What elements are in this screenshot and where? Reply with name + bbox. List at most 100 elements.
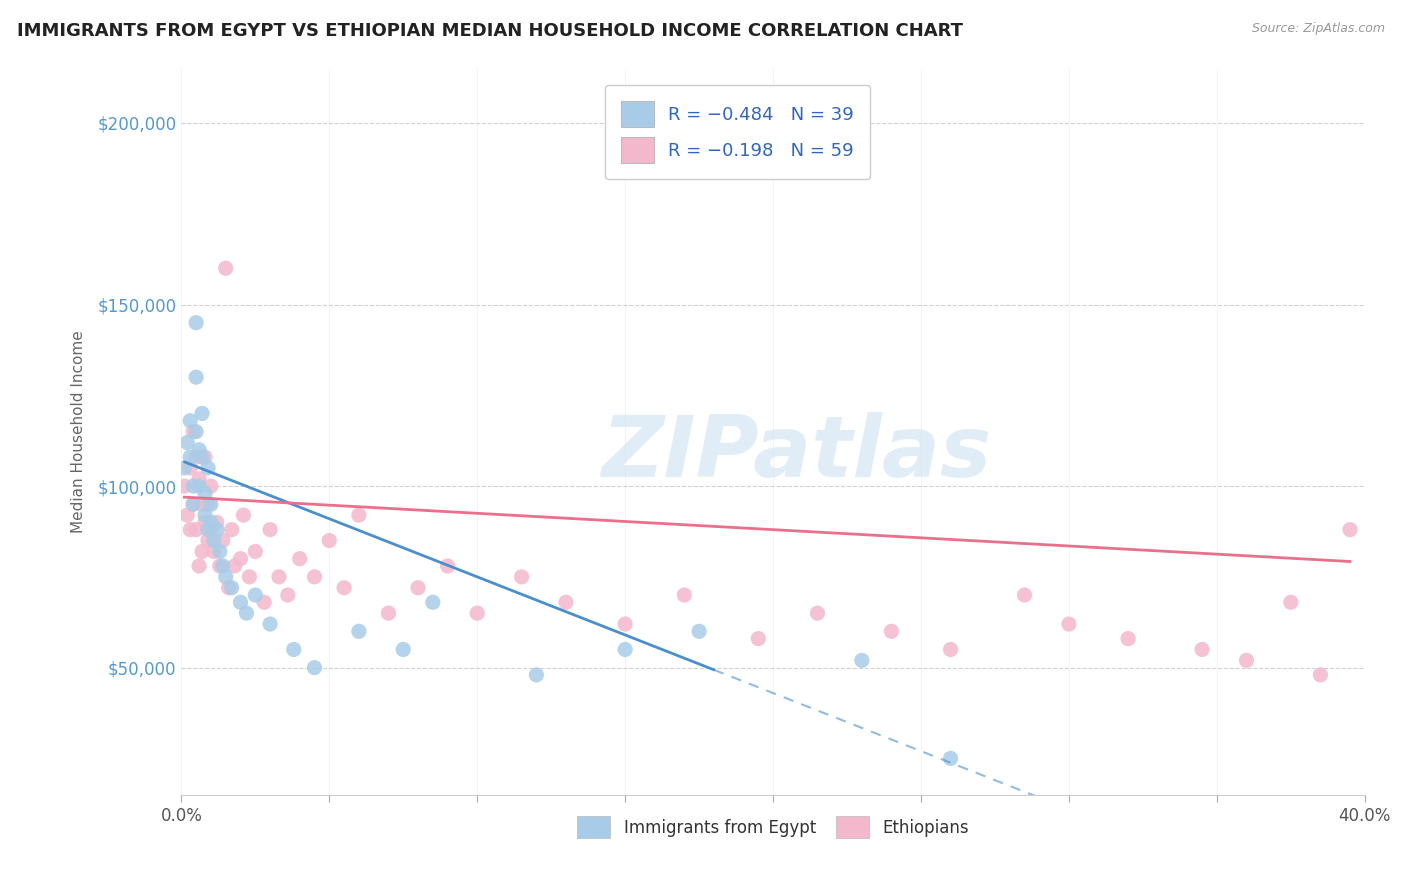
Point [218, 581, 240, 595]
Point [422, 595, 444, 609]
Point [614, 617, 637, 632]
Point [202, 533, 225, 548]
Point [184, 450, 207, 464]
Text: IMMIGRANTS FROM EGYPT VS ETHIOPIAN MEDIAN HOUSEHOLD INCOME CORRELATION CHART: IMMIGRANTS FROM EGYPT VS ETHIOPIAN MEDIA… [17, 22, 963, 40]
Point [1191, 642, 1213, 657]
Point [205, 516, 228, 530]
Point [197, 497, 219, 511]
Point [288, 551, 311, 566]
Point [392, 642, 415, 657]
Point [205, 523, 228, 537]
Point [200, 523, 222, 537]
Legend: Immigrants from Egypt, Ethiopians: Immigrants from Egypt, Ethiopians [571, 810, 976, 845]
Point [235, 606, 257, 620]
Point [245, 588, 267, 602]
Point [211, 533, 233, 548]
Point [465, 606, 488, 620]
Point [436, 558, 458, 573]
Point [673, 588, 696, 602]
Point [194, 508, 217, 522]
Point [1309, 668, 1331, 682]
Point [939, 751, 962, 765]
Point [188, 479, 211, 493]
Point [555, 595, 578, 609]
Point [232, 508, 254, 522]
Point [194, 486, 217, 500]
Point [181, 425, 204, 439]
Point [191, 407, 214, 421]
Point [1279, 595, 1302, 609]
Point [184, 316, 207, 330]
Point [200, 497, 222, 511]
Point [406, 581, 429, 595]
Point [304, 570, 326, 584]
Point [238, 570, 260, 584]
Point [179, 450, 201, 464]
Point [510, 570, 533, 584]
Point [267, 570, 290, 584]
Point [1057, 617, 1080, 632]
Point [173, 479, 195, 493]
Point [200, 516, 222, 530]
Point [179, 414, 201, 428]
Point [184, 370, 207, 384]
Point [880, 624, 903, 639]
Point [211, 558, 233, 573]
Point [179, 461, 201, 475]
Point [224, 558, 246, 573]
Point [202, 544, 225, 558]
Y-axis label: Median Household Income: Median Household Income [72, 330, 86, 533]
Point [208, 544, 231, 558]
Point [1116, 632, 1139, 646]
Point [188, 442, 211, 457]
Point [377, 606, 399, 620]
Point [304, 660, 326, 674]
Point [1339, 523, 1361, 537]
Point [1236, 653, 1258, 667]
Point [347, 508, 370, 522]
Point [221, 523, 243, 537]
Point [747, 632, 769, 646]
Point [188, 558, 211, 573]
Point [181, 479, 204, 493]
Point [197, 461, 219, 475]
Point [229, 551, 252, 566]
Point [283, 642, 305, 657]
Point [253, 595, 276, 609]
Point [245, 544, 267, 558]
Point [688, 624, 710, 639]
Point [333, 581, 356, 595]
Point [318, 533, 340, 548]
Point [259, 523, 281, 537]
Point [176, 435, 198, 450]
Point [215, 261, 238, 276]
Point [197, 533, 219, 548]
Point [524, 668, 547, 682]
Point [208, 558, 231, 573]
Point [229, 595, 252, 609]
Point [194, 516, 217, 530]
Point [215, 570, 238, 584]
Point [191, 450, 214, 464]
Point [173, 461, 195, 475]
Point [188, 472, 211, 486]
Point [277, 588, 299, 602]
Point [184, 425, 207, 439]
Point [259, 617, 281, 632]
Point [806, 606, 828, 620]
Point [939, 642, 962, 657]
Point [200, 479, 222, 493]
Point [191, 544, 214, 558]
Point [614, 642, 637, 657]
Point [194, 450, 217, 464]
Point [191, 497, 214, 511]
Point [184, 523, 207, 537]
Point [197, 523, 219, 537]
Point [347, 624, 370, 639]
Point [176, 508, 198, 522]
Point [221, 581, 243, 595]
Point [181, 497, 204, 511]
Point [851, 653, 873, 667]
Point [1014, 588, 1036, 602]
Point [179, 523, 201, 537]
